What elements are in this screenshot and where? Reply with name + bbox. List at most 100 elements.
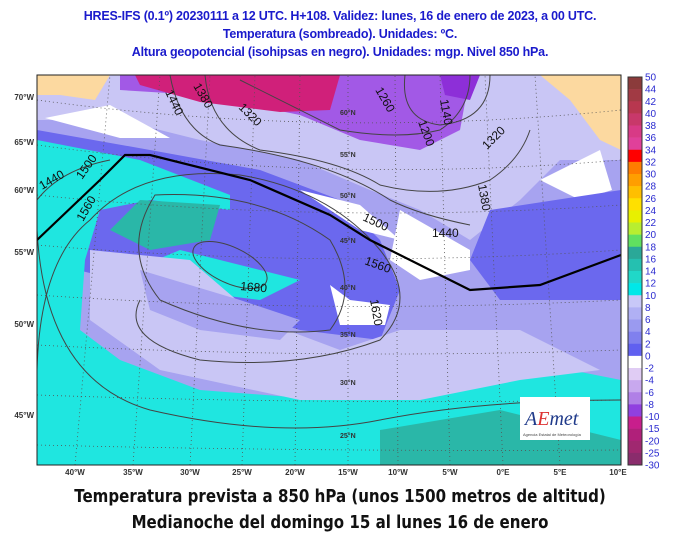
- colorbar-band: [628, 368, 642, 381]
- svg-text:Agencia Estatal de Meteorologí: Agencia Estatal de Meteorología: [523, 432, 582, 437]
- caption-line-2: Medianoche del domingo 15 al lunes 16 de…: [131, 513, 549, 533]
- lon-tick-label: 5°E: [554, 468, 568, 477]
- lat-tick-label: 55°W: [14, 248, 34, 257]
- colorbar-label: -4: [645, 376, 654, 387]
- colorbar-label: 0: [645, 351, 651, 362]
- colorbar-band: [628, 404, 642, 417]
- colorbar: 5044424038363432302826242220181614121086…: [627, 73, 660, 472]
- colorbar-label: 12: [645, 279, 657, 290]
- contour-label: 1140: [437, 98, 455, 126]
- inner-lat-label: 25°N: [340, 432, 356, 440]
- colorbar-band: [628, 416, 642, 429]
- colorbar-label: -25: [645, 448, 660, 459]
- colorbar-band: [628, 149, 642, 163]
- lon-tick-label: 25°W: [232, 468, 252, 477]
- lat-tick-label: 70°W: [14, 93, 34, 102]
- lat-tick-label: 45°W: [14, 411, 34, 420]
- colorbar-label: -10: [645, 412, 660, 423]
- colorbar-band: [628, 246, 642, 260]
- contour-label: 1440: [432, 226, 459, 240]
- lat-tick-label: 65°W: [14, 138, 34, 147]
- lon-tick-label: 30°W: [180, 468, 200, 477]
- inner-lat-label: 40°N: [340, 284, 356, 292]
- colorbar-label: 18: [645, 242, 657, 253]
- colorbar-band: [628, 452, 642, 466]
- left-axis: 70°W 65°W 60°W 55°W 50°W 45°W: [14, 93, 34, 420]
- colorbar-label: 24: [645, 206, 657, 217]
- graticule: [37, 75, 621, 465]
- colorbar-band: [628, 101, 642, 114]
- colorbar-label: 8: [645, 303, 651, 314]
- colorbar-label: 6: [645, 315, 651, 326]
- colorbar-band: [628, 343, 642, 357]
- lon-tick-label: 10°W: [388, 468, 408, 477]
- colorbar-label: 28: [645, 182, 657, 193]
- colorbar-band: [628, 295, 642, 308]
- svg-text:AEmet: AEmet: [523, 408, 579, 430]
- bottom-axis: 40°W 35°W 30°W 25°W 20°W 15°W 10°W 5°W 0°E 5°E 10°…: [65, 468, 627, 477]
- temperature-field: [37, 75, 621, 465]
- colorbar-label: 34: [645, 145, 657, 156]
- lon-tick-label: 40°W: [65, 468, 85, 477]
- colorbar-label: 10: [645, 291, 657, 302]
- title-line-3: Altura geopotencial (isohipsas en negro)…: [131, 45, 549, 59]
- colorbar-band: [628, 89, 642, 102]
- colorbar-band: [628, 355, 642, 369]
- colorbar-band: [628, 234, 642, 248]
- colorbar-band: [628, 319, 642, 332]
- colorbar-label: 40: [645, 109, 657, 120]
- colorbar-band: [628, 125, 642, 138]
- colorbar-label: 38: [645, 121, 657, 132]
- colorbar-band: [628, 174, 642, 187]
- title-line-2: Temperatura (sombreado). Unidades: ºC.: [222, 27, 458, 41]
- lon-tick-label: 20°W: [285, 468, 305, 477]
- colorbar-band: [628, 137, 642, 151]
- title-line-1: HRES-IFS (0.1º) 20230111 a 12 UTC. H+108…: [83, 9, 597, 23]
- colorbar-band: [628, 222, 642, 235]
- lon-tick-label: 10°E: [609, 468, 627, 477]
- colorbar-label: -15: [645, 424, 660, 435]
- colorbar-band: [628, 271, 642, 284]
- colorbar-label: 2: [645, 339, 651, 350]
- colorbar-label: 30: [645, 170, 657, 181]
- inner-lat-label: 30°N: [340, 379, 356, 387]
- inner-lat-label: 60°N: [340, 109, 356, 117]
- colorbar-label: -8: [645, 400, 654, 411]
- colorbar-band: [628, 331, 642, 345]
- colorbar-band: [628, 198, 642, 211]
- colorbar-band: [628, 161, 642, 175]
- colorbar-band: [628, 186, 642, 199]
- inner-lat-label: 45°N: [340, 237, 356, 245]
- colorbar-label: 4: [645, 327, 651, 338]
- colorbar-band: [628, 258, 642, 272]
- colorbar-band: [628, 113, 642, 126]
- colorbar-label: 32: [645, 157, 657, 168]
- caption-line-1: Temperatura prevista a 850 hPa (unos 150…: [74, 487, 606, 507]
- lon-tick-label: 35°W: [123, 468, 143, 477]
- colorbar-band: [628, 428, 642, 442]
- contour-1500-bold: [37, 153, 621, 292]
- colorbar-band: [628, 392, 642, 405]
- colorbar-band: [628, 210, 642, 223]
- lat-tick-label: 60°W: [14, 186, 34, 195]
- lon-tick-label: 5°W: [442, 468, 458, 477]
- colorbar-label: 16: [645, 254, 657, 265]
- colorbar-band: [628, 307, 642, 320]
- colorbar-label: 22: [645, 218, 657, 229]
- colorbar-label: -2: [645, 364, 654, 375]
- inner-lat-label: 35°N: [340, 331, 356, 339]
- lon-tick-label: 0°E: [497, 468, 511, 477]
- inner-lat-labels: 60°N 55°N 50°N 45°N 40°N 35°N 30°N 25°N: [340, 109, 356, 440]
- colorbar-label: 26: [645, 194, 657, 205]
- inner-lat-label: 55°N: [340, 151, 356, 159]
- aemet-logo: AEmet Agencia Estatal de Meteorología: [520, 397, 590, 440]
- colorbar-label: 36: [645, 133, 657, 144]
- map-frame: [36, 74, 622, 466]
- colorbar-band: [628, 77, 642, 90]
- colorbar-label: 20: [645, 230, 657, 241]
- contour-label: 1680: [240, 279, 268, 295]
- colorbar-frame: [627, 76, 643, 466]
- colorbar-label: -30: [645, 461, 660, 472]
- colorbar-band: [628, 283, 642, 296]
- colorbar-label: 44: [645, 85, 657, 96]
